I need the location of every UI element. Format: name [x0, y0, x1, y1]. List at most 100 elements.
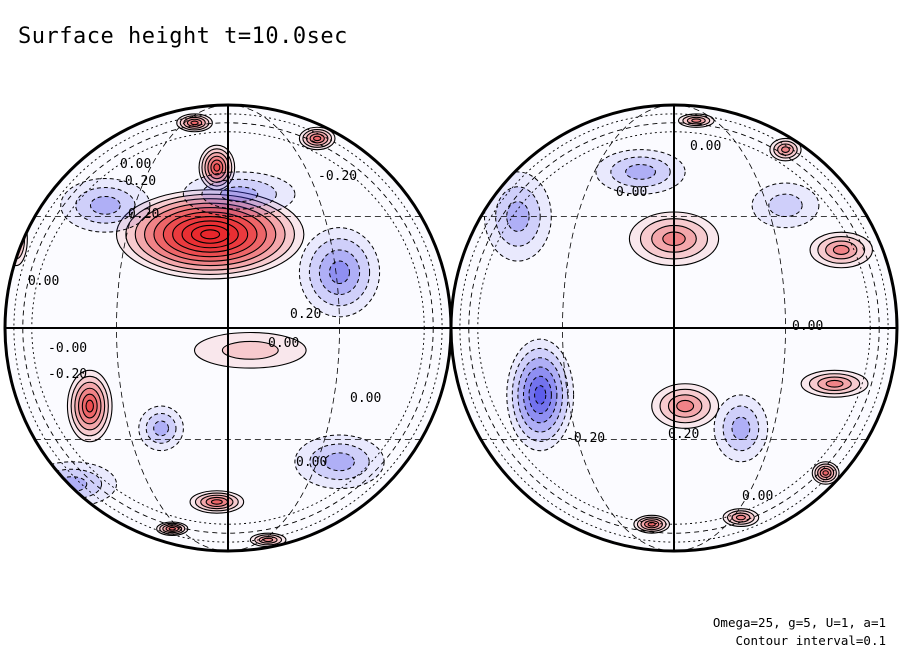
contour-level: [781, 146, 790, 153]
contour-level: [534, 385, 547, 405]
contour-level: [511, 347, 569, 442]
height-blob: [633, 514, 671, 534]
contour-level: [768, 193, 803, 218]
contour-level: [667, 394, 703, 418]
contour-label: 0.00: [296, 455, 327, 470]
contour-level: [777, 143, 794, 156]
contour-level: [811, 461, 840, 485]
contour-level: [659, 388, 711, 424]
height-blob: [722, 508, 760, 527]
contour-interval-line: Contour interval=0.1: [735, 633, 886, 648]
contour-level: [506, 338, 575, 452]
right-hemisphere-rim: [449, 103, 899, 553]
height-blob: [115, 189, 305, 280]
contour-label: 0.20: [668, 427, 699, 442]
height-blob: [751, 182, 820, 229]
contour-level: [495, 186, 541, 247]
contour-level: [200, 229, 221, 240]
height-blob: [26, 461, 117, 507]
height-blob: [800, 369, 869, 398]
height-blob: [769, 137, 802, 162]
contour-level: [506, 201, 530, 232]
contour-level: [825, 379, 844, 388]
contour-level: [686, 116, 706, 125]
contour-level: [625, 164, 656, 180]
contour-level: [221, 340, 279, 360]
contour-level: [691, 118, 702, 123]
height-blob: [66, 369, 113, 443]
height-blob: [193, 331, 307, 369]
contour-label: 0.00: [120, 157, 151, 172]
contour-level: [324, 452, 355, 472]
contour-label: -0.20: [117, 174, 156, 189]
height-blob: [176, 113, 213, 133]
contour-level: [210, 159, 224, 176]
height-blob: [156, 521, 189, 536]
height-blob: [182, 171, 296, 217]
contour-level: [210, 499, 223, 505]
contour-level: [74, 381, 106, 431]
contour-level: [198, 144, 236, 191]
contour-level: [201, 148, 233, 187]
contour-level: [298, 126, 336, 151]
contour-level: [817, 376, 852, 391]
contour-label: 0.00: [28, 274, 59, 289]
parameters-line: Omega=25, g=5, U=1, a=1: [712, 615, 886, 630]
height-blob: [811, 461, 840, 485]
contour-label: -0.20: [566, 431, 605, 446]
chart-title: Surface height t=10.0sec: [18, 24, 348, 49]
contour-level: [769, 137, 802, 162]
contour-level: [168, 526, 176, 531]
contour-level: [651, 383, 720, 429]
contour-level: [800, 369, 869, 398]
contour-label: 0.20: [128, 207, 159, 222]
contour-level: [676, 399, 695, 413]
contour-level: [66, 369, 113, 443]
contour-level: [817, 236, 866, 264]
contour-level: [644, 520, 660, 529]
contour-level: [318, 249, 361, 296]
height-blob: [138, 405, 184, 452]
left-hemisphere: 0.00 -0.20 -0.20 0.20 0.00 0.20 0.00 -0.00 -0.20…: [3, 103, 453, 553]
contour-label: 0.20: [290, 307, 321, 322]
height-blob: [298, 227, 381, 318]
contour-label: 0.00: [350, 391, 381, 406]
contour-level: [308, 238, 371, 307]
contour-level: [153, 420, 170, 437]
contour-level: [77, 387, 102, 425]
height-blob: [595, 149, 686, 195]
height-blob: [713, 394, 769, 463]
meridian-line: [562, 105, 786, 551]
height-blob: [294, 434, 385, 490]
contour-level: [193, 331, 307, 369]
contour-level: [517, 357, 564, 433]
height-blob: [677, 113, 715, 128]
contour-level: [528, 375, 552, 414]
contour-level: [298, 227, 381, 318]
contour-level: [329, 260, 350, 284]
height-blob: [198, 144, 236, 191]
height-blob: [651, 383, 720, 429]
contour-label: -0.00: [48, 341, 87, 356]
contour-level: [633, 514, 671, 534]
contour-level: [832, 244, 850, 255]
height-blob: [809, 231, 873, 269]
parameters-note: Omega=25, g=5, U=1, a=1 Contour interval…: [713, 614, 886, 650]
contour-level: [313, 135, 322, 142]
contour-label: -0.20: [48, 367, 87, 382]
contour-label: -0.20: [318, 169, 357, 184]
contour-level: [165, 525, 180, 532]
contour-level: [809, 231, 873, 269]
meridian-line: [116, 105, 340, 551]
right-hemisphere: 0.00 0.00 0.00 -0.20 0.20 0.00: [449, 103, 899, 553]
height-blob: [506, 338, 575, 452]
contour-level: [822, 470, 829, 476]
contour-level: [523, 366, 558, 424]
contour-level: [309, 443, 370, 481]
contour-level: [213, 163, 221, 172]
contour-level: [647, 521, 656, 527]
contour-level: [85, 399, 94, 413]
contour-level: [70, 375, 109, 437]
contour-level: [201, 178, 277, 210]
